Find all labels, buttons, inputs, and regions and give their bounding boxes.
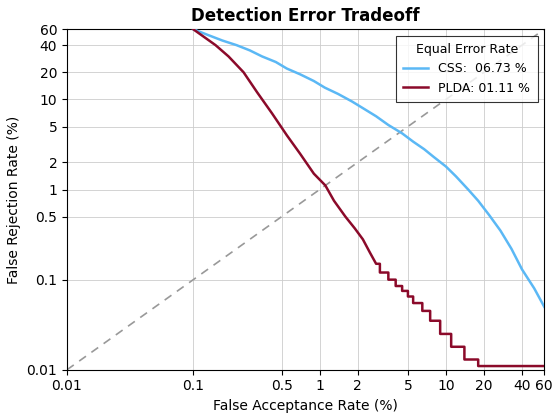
PLDA: 01.11 %: (2.2, 0.28): 01.11 %: (2.2, 0.28) — [360, 237, 366, 242]
CSS:  06.73 %: (18, 0.75): 06.73 %: (18, 0.75) — [475, 198, 482, 203]
CSS:  06.73 %: (0.28, 35): 06.73 %: (0.28, 35) — [246, 48, 253, 53]
CSS:  06.73 %: (0.17, 45): 06.73 %: (0.17, 45) — [219, 38, 226, 43]
CSS:  06.73 %: (40, 0.13): 06.73 %: (40, 0.13) — [519, 267, 525, 272]
PLDA: 01.11 %: (3, 0.12): 01.11 %: (3, 0.12) — [376, 270, 383, 275]
PLDA: 01.11 %: (11, 0.025): 01.11 %: (11, 0.025) — [448, 331, 455, 336]
PLDA: 01.11 %: (9, 0.025): 01.11 %: (9, 0.025) — [437, 331, 444, 336]
CSS:  06.73 %: (0.35, 30): 06.73 %: (0.35, 30) — [259, 54, 265, 59]
PLDA: 01.11 %: (4.5, 0.075): 01.11 %: (4.5, 0.075) — [399, 289, 405, 294]
CSS:  06.73 %: (1.4, 11.5): 06.73 %: (1.4, 11.5) — [335, 92, 342, 97]
PLDA: 01.11 %: (6.5, 0.045): 01.11 %: (6.5, 0.045) — [419, 308, 426, 313]
CSS:  06.73 %: (3.5, 5.2): 06.73 %: (3.5, 5.2) — [385, 123, 391, 128]
PLDA: 01.11 %: (7.5, 0.045): 01.11 %: (7.5, 0.045) — [427, 308, 433, 313]
CSS:  06.73 %: (0.45, 26): 06.73 %: (0.45, 26) — [273, 60, 279, 65]
X-axis label: False Acceptance Rate (%): False Acceptance Rate (%) — [213, 399, 398, 413]
PLDA: 01.11 %: (60, 0.011): 01.11 %: (60, 0.011) — [541, 364, 548, 369]
CSS:  06.73 %: (50, 0.08): 06.73 %: (50, 0.08) — [531, 286, 538, 291]
CSS:  06.73 %: (0.9, 16): 06.73 %: (0.9, 16) — [310, 79, 317, 84]
PLDA: 01.11 %: (5, 0.065): 01.11 %: (5, 0.065) — [404, 294, 411, 299]
CSS:  06.73 %: (0.13, 52): 06.73 %: (0.13, 52) — [204, 32, 211, 37]
PLDA: 01.11 %: (0.1, 60): 01.11 %: (0.1, 60) — [190, 27, 197, 32]
CSS:  06.73 %: (1.1, 13.5): 06.73 %: (1.1, 13.5) — [321, 85, 328, 90]
PLDA: 01.11 %: (18, 0.011): 01.11 %: (18, 0.011) — [475, 364, 482, 369]
CSS:  06.73 %: (6.73, 2.8): 06.73 %: (6.73, 2.8) — [421, 147, 428, 152]
PLDA: 01.11 %: (2.5, 0.2): 01.11 %: (2.5, 0.2) — [367, 250, 374, 255]
PLDA: 01.11 %: (0.19, 30): 01.11 %: (0.19, 30) — [225, 54, 232, 59]
PLDA: 01.11 %: (4, 0.1): 01.11 %: (4, 0.1) — [393, 277, 399, 282]
PLDA: 01.11 %: (1.6, 0.5): 01.11 %: (1.6, 0.5) — [342, 214, 349, 219]
PLDA: 01.11 %: (5.5, 0.065): 01.11 %: (5.5, 0.065) — [410, 294, 417, 299]
CSS:  06.73 %: (1.8, 9.5): 06.73 %: (1.8, 9.5) — [348, 99, 355, 104]
PLDA: 01.11 %: (5.5, 0.055): 01.11 %: (5.5, 0.055) — [410, 301, 417, 306]
PLDA: 01.11 %: (0.9, 1.5): 01.11 %: (0.9, 1.5) — [310, 171, 317, 176]
CSS:  06.73 %: (15, 1): 06.73 %: (15, 1) — [465, 187, 472, 192]
PLDA: 01.11 %: (6.5, 0.055): 01.11 %: (6.5, 0.055) — [419, 301, 426, 306]
CSS:  06.73 %: (33, 0.22): 06.73 %: (33, 0.22) — [508, 246, 515, 251]
PLDA: 01.11 %: (3.5, 0.12): 01.11 %: (3.5, 0.12) — [385, 270, 391, 275]
PLDA: 01.11 %: (3.5, 0.1): 01.11 %: (3.5, 0.1) — [385, 277, 391, 282]
PLDA: 01.11 %: (22, 0.011): 01.11 %: (22, 0.011) — [486, 364, 493, 369]
CSS:  06.73 %: (0.1, 60): 06.73 %: (0.1, 60) — [190, 27, 197, 32]
PLDA: 01.11 %: (0.55, 4): 01.11 %: (0.55, 4) — [283, 133, 290, 138]
Line: CSS:  06.73 %: CSS: 06.73 % — [193, 29, 544, 307]
PLDA: 01.11 %: (2.8, 0.15): 01.11 %: (2.8, 0.15) — [373, 261, 380, 266]
CSS:  06.73 %: (0.55, 22): 06.73 %: (0.55, 22) — [283, 66, 290, 71]
CSS:  06.73 %: (2.8, 6.5): 06.73 %: (2.8, 6.5) — [373, 114, 380, 119]
Y-axis label: False Rejection Rate (%): False Rejection Rate (%) — [7, 116, 21, 284]
PLDA: 01.11 %: (7.5, 0.035): 01.11 %: (7.5, 0.035) — [427, 318, 433, 323]
CSS:  06.73 %: (0.22, 40): 06.73 %: (0.22, 40) — [233, 42, 240, 47]
PLDA: 01.11 %: (9, 0.035): 01.11 %: (9, 0.035) — [437, 318, 444, 323]
PLDA: 01.11 %: (5, 0.075): 01.11 %: (5, 0.075) — [404, 289, 411, 294]
CSS:  06.73 %: (4.5, 4.2): 06.73 %: (4.5, 4.2) — [399, 131, 405, 136]
PLDA: 01.11 %: (0.15, 40): 01.11 %: (0.15, 40) — [212, 42, 219, 47]
Line: PLDA: 01.11 %: PLDA: 01.11 % — [193, 29, 544, 366]
CSS:  06.73 %: (8, 2.3): 06.73 %: (8, 2.3) — [430, 155, 437, 160]
PLDA: 01.11 %: (3, 0.15): 01.11 %: (3, 0.15) — [376, 261, 383, 266]
CSS:  06.73 %: (0.7, 19): 06.73 %: (0.7, 19) — [297, 72, 304, 77]
PLDA: 01.11 %: (0.32, 12): 01.11 %: (0.32, 12) — [254, 90, 260, 95]
CSS:  06.73 %: (10, 1.8): 06.73 %: (10, 1.8) — [442, 164, 449, 169]
PLDA: 01.11 %: (0.7, 2.5): 01.11 %: (0.7, 2.5) — [297, 151, 304, 156]
PLDA: 01.11 %: (0.12, 50): 01.11 %: (0.12, 50) — [200, 34, 207, 39]
PLDA: 01.11 %: (4, 0.085): 01.11 %: (4, 0.085) — [393, 284, 399, 289]
PLDA: 01.11 %: (18, 0.013): 01.11 %: (18, 0.013) — [475, 357, 482, 362]
PLDA: 01.11 %: (1.3, 0.75): 01.11 %: (1.3, 0.75) — [330, 198, 337, 203]
CSS:  06.73 %: (2.2, 8): 06.73 %: (2.2, 8) — [360, 105, 366, 110]
PLDA: 01.11 %: (1.11, 1.11): 01.11 %: (1.11, 1.11) — [322, 183, 329, 188]
PLDA: 01.11 %: (14, 0.013): 01.11 %: (14, 0.013) — [461, 357, 468, 362]
PLDA: 01.11 %: (14, 0.018): 01.11 %: (14, 0.018) — [461, 344, 468, 349]
PLDA: 01.11 %: (0.25, 20): 01.11 %: (0.25, 20) — [240, 70, 247, 75]
CSS:  06.73 %: (12, 1.4): 06.73 %: (12, 1.4) — [452, 174, 459, 179]
CSS:  06.73 %: (60, 0.05): 06.73 %: (60, 0.05) — [541, 304, 548, 309]
PLDA: 01.11 %: (0.42, 7): 01.11 %: (0.42, 7) — [269, 111, 276, 116]
PLDA: 01.11 %: (1.9, 0.37): 01.11 %: (1.9, 0.37) — [352, 226, 358, 231]
CSS:  06.73 %: (5.5, 3.4): 06.73 %: (5.5, 3.4) — [410, 139, 417, 144]
CSS:  06.73 %: (27, 0.35): 06.73 %: (27, 0.35) — [497, 228, 504, 233]
PLDA: 01.11 %: (11, 0.018): 01.11 %: (11, 0.018) — [448, 344, 455, 349]
PLDA: 01.11 %: (4.5, 0.085): 01.11 %: (4.5, 0.085) — [399, 284, 405, 289]
CSS:  06.73 %: (22, 0.52): 06.73 %: (22, 0.52) — [486, 213, 493, 218]
Legend: CSS:  06.73 %, PLDA: 01.11 %: CSS: 06.73 %, PLDA: 01.11 % — [396, 36, 538, 102]
Title: Detection Error Tradeoff: Detection Error Tradeoff — [192, 7, 420, 25]
